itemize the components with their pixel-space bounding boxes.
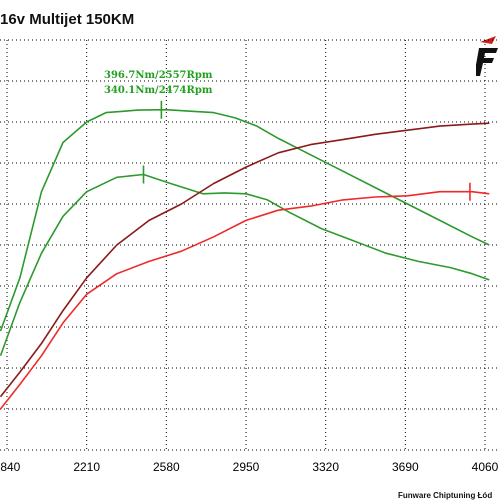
series-line-power-tuned [0, 122, 490, 398]
chart-markers [142, 100, 471, 201]
footer-credit: Funware Chiptuning Łód [398, 491, 492, 500]
x-tick-label: 1840 [0, 460, 21, 474]
series-line-torque-tuned [0, 108, 490, 332]
annotation-label: 396.7Nm/2557Rpm [104, 70, 213, 81]
x-tick-label: 2950 [233, 460, 260, 474]
x-tick-label: 4060 [472, 460, 499, 474]
x-axis-ticks: 1840 2210 2580 2950 3320 3690 4060 [0, 460, 499, 474]
x-tick-label: 3690 [392, 460, 419, 474]
chart-grid [0, 39, 500, 451]
series-line-power-stock [0, 190, 490, 410]
chart-series [0, 108, 490, 410]
chart-annotations: 396.7Nm/2557Rpm 340.1Nm/2474Rpm [104, 70, 213, 96]
x-tick-label: 3320 [312, 460, 339, 474]
annotation-label: 340.1Nm/2474Rpm [104, 85, 213, 96]
chart-title: 16v Multijet 150KM [0, 11, 135, 28]
x-tick-label: 2580 [153, 460, 180, 474]
series-line-torque-stock [0, 173, 490, 356]
x-tick-label: 2210 [73, 460, 100, 474]
